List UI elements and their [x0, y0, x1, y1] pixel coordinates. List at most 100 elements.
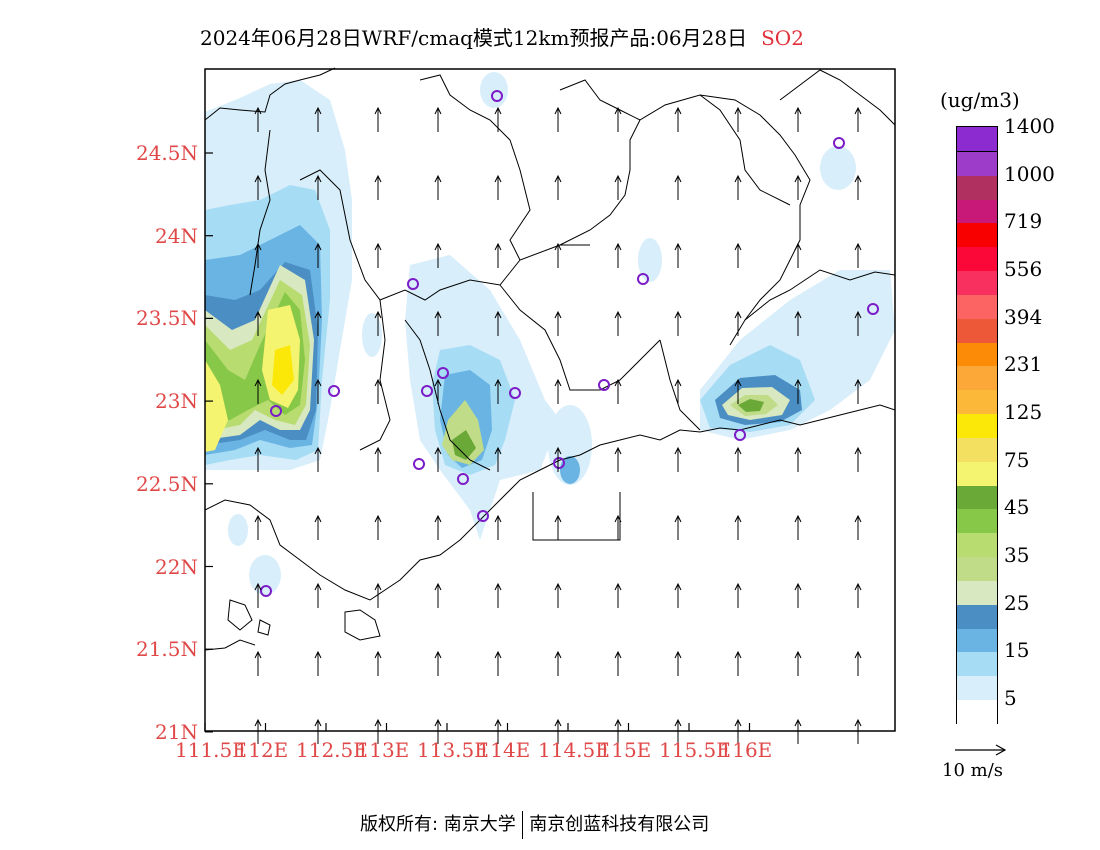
wind-arrow: [554, 310, 562, 336]
colorbar-cell: [957, 556, 997, 581]
wind-arrow: [314, 378, 322, 404]
wind-arrow: [614, 514, 622, 540]
wind-arrow: [254, 106, 262, 132]
boundary-lines: [204, 67, 896, 651]
wind-arrow: [494, 174, 502, 200]
wind-arrow: [494, 514, 502, 540]
county-border: [659, 339, 701, 431]
colorbar-label: 1400: [1004, 114, 1055, 138]
wind-arrow: [554, 242, 562, 268]
wind-arrow: [494, 718, 502, 744]
monitoring-site-marker: [437, 367, 449, 379]
county-border: [779, 69, 896, 126]
latitude-label: 21N: [155, 719, 198, 744]
so2-field-blob: [249, 555, 281, 595]
map-plot-area: [204, 67, 896, 744]
latitude-label: 24N: [155, 223, 198, 248]
wind-arrow: [794, 106, 802, 132]
wind-arrow: [374, 378, 382, 404]
so2-field-yellow-core: [272, 345, 294, 395]
wind-arrow: [374, 446, 382, 472]
colorbar-cell: [957, 246, 997, 272]
county-border: [404, 319, 491, 471]
wind-arrow: [434, 242, 442, 268]
wind-arrow: [554, 514, 562, 540]
wind-arrow: [494, 650, 502, 676]
wind-arrow: [494, 446, 502, 472]
longitude-label: 113.5E: [417, 738, 489, 762]
island-outline: [257, 619, 271, 636]
county-border: [699, 94, 791, 206]
colorbar-label: 719: [1004, 209, 1043, 234]
wind-arrow: [374, 650, 382, 676]
county-border: [379, 244, 590, 301]
wind-arrow: [614, 582, 622, 608]
colorbar-cell: [957, 389, 997, 415]
hk-box: [532, 492, 621, 541]
colorbar-label: 45: [1004, 495, 1030, 520]
wind-arrow: [614, 242, 622, 268]
colorbar-cell: [957, 127, 997, 151]
island-outline: [227, 599, 253, 631]
wind-arrow: [674, 378, 682, 404]
wind-arrow: [854, 174, 862, 200]
footer-left: 版权所有: 南京大学: [360, 814, 516, 835]
wind-arrow: [674, 106, 682, 132]
county-border: [559, 79, 641, 121]
so2-field-prd-core: [452, 430, 476, 460]
wind-arrow: [794, 718, 802, 744]
monitoring-site-marker: [407, 278, 419, 290]
colorbar-label: 35: [1004, 543, 1030, 568]
colorbar-cell: [957, 436, 997, 462]
coastline: [204, 404, 896, 601]
copyright-footer: 版权所有: 南京大学 南京创蓝科技有限公司: [360, 810, 709, 839]
wind-arrow: [434, 718, 442, 744]
wind-arrow: [794, 310, 802, 336]
so2-concentration-fields: [205, 72, 895, 595]
colorbar-cell: [957, 222, 997, 248]
wind-arrow: [254, 514, 262, 540]
colorbar-cell: [957, 270, 997, 295]
wind-arrow: [434, 378, 442, 404]
wind-arrow: [554, 650, 562, 676]
colorbar-cell: [957, 603, 997, 629]
wind-arrow: [854, 106, 862, 132]
footer-separator: [521, 811, 524, 839]
colorbar-label: 556: [1004, 257, 1043, 282]
colorbar-label: 25: [1004, 590, 1030, 615]
colorbar-cell: [957, 365, 997, 391]
wind-arrow: [674, 174, 682, 200]
monitoring-site-marker: [867, 303, 879, 315]
wind-arrow: [434, 582, 442, 608]
wind-arrow: [374, 582, 382, 608]
colorbar-label: 15: [1004, 638, 1030, 663]
wind-arrow: [674, 446, 682, 472]
wind-vectors: [254, 106, 862, 744]
longitude-label: 114.5E: [538, 738, 610, 762]
wind-arrow: [254, 718, 262, 744]
wind-arrow: [314, 582, 322, 608]
wind-arrow: [254, 650, 262, 676]
wind-arrow: [554, 446, 562, 472]
wind-arrow: [614, 310, 622, 336]
wind-arrow: [794, 174, 802, 200]
wind-arrow: [374, 310, 382, 336]
wind-arrow: [614, 378, 622, 404]
monitoring-site-marker: [260, 585, 272, 597]
so2-field-east-core: [738, 399, 764, 412]
wind-arrow: [374, 106, 382, 132]
wind-arrow: [854, 718, 862, 744]
lower-border: [204, 639, 256, 651]
colorbar-cell: [957, 293, 997, 319]
title-text: 2024年06月28日WRF/cmaq模式12km预报产品:06月28日: [200, 26, 748, 50]
wind-arrow: [854, 582, 862, 608]
wind-reference-arrow: [955, 744, 1007, 756]
wind-arrow: [314, 106, 322, 132]
monitoring-site-marker: [413, 458, 425, 470]
wind-arrow: [554, 106, 562, 132]
colorbar-cell: [957, 150, 997, 176]
colorbar-cell: [957, 508, 997, 534]
wind-arrow: [614, 650, 622, 676]
latitude-label: 24.5N: [135, 141, 198, 165]
